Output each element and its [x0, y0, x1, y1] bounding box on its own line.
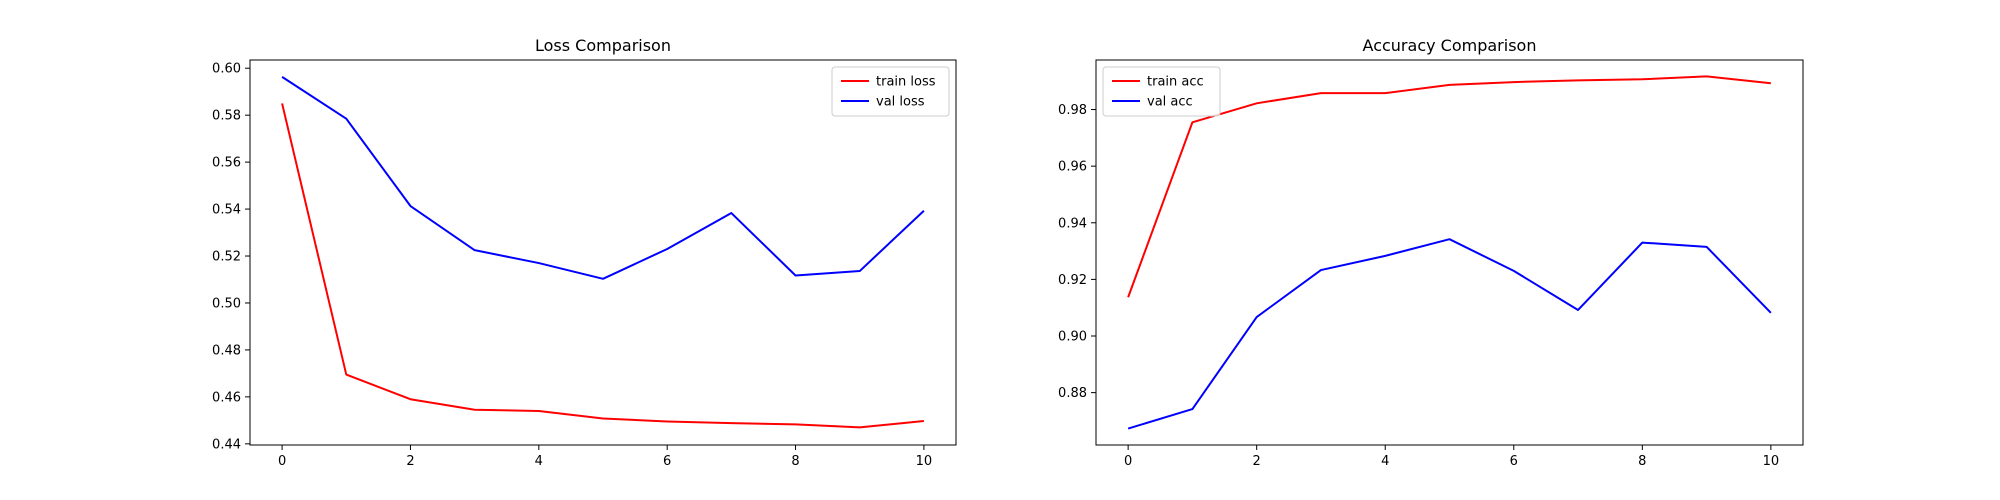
chart-2-y-tick-label: 0.88 — [1058, 386, 1087, 401]
chart-1-legend-box — [831, 66, 950, 117]
chart-2-x-tick-label: 4 — [1381, 454, 1389, 469]
chart-1-y-tick-label: 0.54 — [212, 203, 241, 218]
chart-1-y-tick-label: 0.58 — [212, 109, 241, 124]
chart-2-legend-box — [1102, 66, 1221, 117]
chart-1-x-tick-label: 8 — [791, 454, 799, 469]
chart-1-x-tick-label: 4 — [535, 454, 543, 469]
chart-1-x-tick-label: 6 — [663, 454, 671, 469]
chart-1-x-tick-label: 0 — [278, 454, 286, 469]
chart-2-y-tick-label: 0.96 — [1058, 160, 1087, 175]
chart-2-legend: train acc val acc — [1102, 66, 1221, 117]
chart-2-title: Accuracy Comparison — [1363, 36, 1537, 55]
chart-2-legend-label: val acc — [1147, 95, 1193, 110]
chart-1-legend-label: val loss — [876, 95, 925, 110]
chart-1-y-tick-label: 0.50 — [212, 296, 241, 311]
chart-1-plot-frame — [249, 59, 957, 446]
chart-1-y-tick-label: 0.46 — [212, 390, 241, 405]
chart-2-plot-frame — [1095, 59, 1804, 446]
chart-2-x-tick-label: 0 — [1124, 454, 1132, 469]
chart-2-y-tick-label: 0.94 — [1058, 216, 1087, 231]
chart-2-legend-label: train acc — [1147, 75, 1204, 90]
chart-1-y-tick-label: 0.44 — [212, 437, 241, 452]
chart-1-title: Loss Comparison — [535, 36, 671, 55]
chart-1: 0 2 4 6 8 10 0.44 0.46 0.48 0.50 0.52 0.54 0.56 0.58 0… — [212, 36, 957, 469]
chart-1-legend: train loss val loss — [831, 66, 950, 117]
chart-1-x-tick-label: 2 — [406, 454, 414, 469]
chart-2-x-tick-label: 10 — [1763, 454, 1780, 469]
chart-2-y-tick-label: 0.92 — [1058, 273, 1087, 288]
chart-2-x-tick-label: 6 — [1510, 454, 1518, 469]
chart-1-series-train-loss-line — [281, 103, 925, 429]
chart-1-series-val-loss-line — [281, 76, 925, 280]
chart-1-y-tick-label: 0.60 — [212, 62, 241, 77]
chart-2-series-val-acc-line — [1127, 238, 1772, 430]
chart-2-x-tick-label: 2 — [1253, 454, 1261, 469]
chart-2-y-tick-label: 0.98 — [1058, 103, 1087, 118]
chart-1-legend-label: train loss — [876, 75, 936, 90]
chart-2-x-tick-label: 8 — [1638, 454, 1646, 469]
chart-1-y-tick-label: 0.52 — [212, 250, 241, 265]
chart-1-y-tick-label: 0.48 — [212, 343, 241, 358]
chart-1-y-tick-label: 0.56 — [212, 156, 241, 171]
chart-2-y-tick-label: 0.90 — [1058, 330, 1087, 345]
chart-2-series-train-acc-line — [1127, 75, 1771, 298]
chart-1-x-tick-label: 10 — [916, 454, 933, 469]
chart-2: 0 2 4 6 8 10 0.88 0.90 0.92 0.94 0.96 0.98 Accuracy … — [1058, 36, 1804, 469]
